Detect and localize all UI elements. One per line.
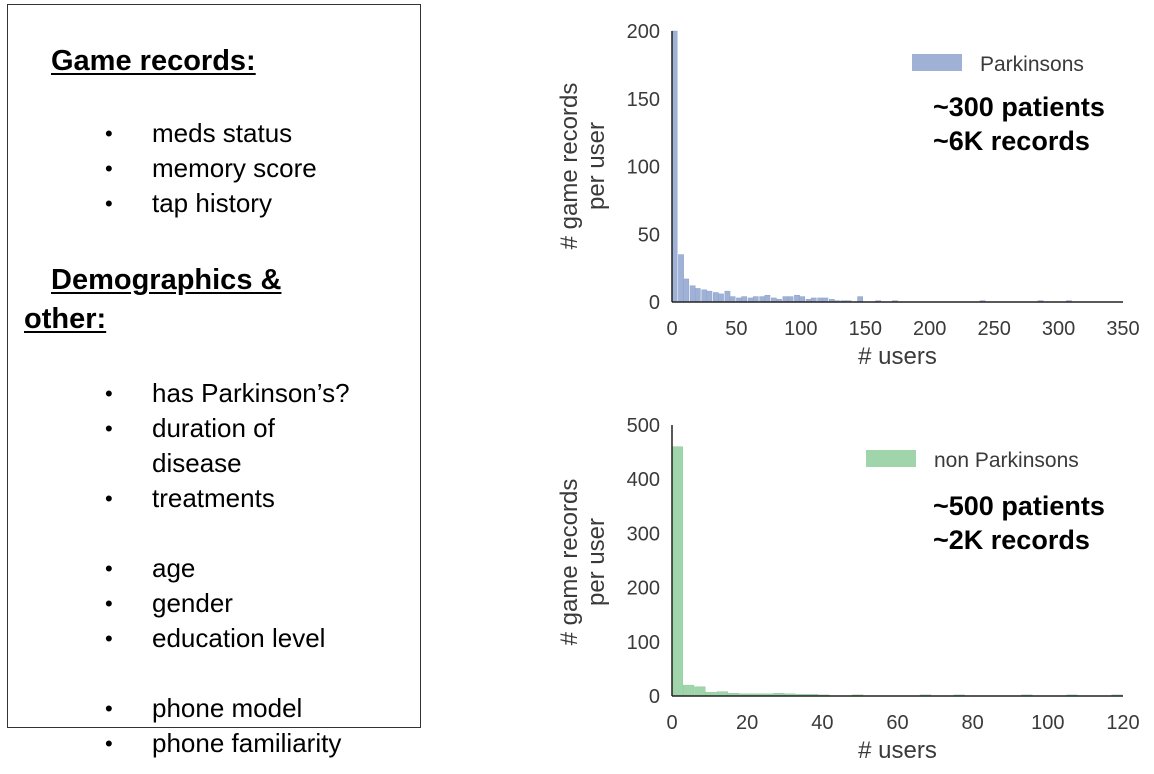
x-tick-label: 40 <box>811 712 833 734</box>
bullet-icon: • <box>105 381 113 406</box>
histogram-bar <box>787 296 794 303</box>
y-axis-label: per user <box>583 122 610 210</box>
histogram-bar <box>764 294 771 303</box>
y-tick-label: 200 <box>627 21 660 43</box>
list-item-label: has Parkinson’s? <box>152 378 350 408</box>
y-tick-label: 100 <box>627 632 660 654</box>
x-tick-label: 20 <box>736 712 758 734</box>
histogram-bar <box>694 686 706 697</box>
legend-label: non Parkinsons <box>934 449 1079 472</box>
y-tick-label: 400 <box>627 469 660 491</box>
bullet-icon: • <box>105 591 113 616</box>
y-axis-label: per user <box>583 518 610 606</box>
game-records-heading: Game records: <box>51 45 256 77</box>
bullet-icon: • <box>105 556 113 581</box>
x-tick-label: 100 <box>784 318 817 340</box>
x-tick-label: 0 <box>666 712 677 734</box>
x-tick-label: 200 <box>913 318 946 340</box>
annotation-text: ~500 patients <box>933 491 1105 521</box>
list-item-label: phone model <box>152 693 303 723</box>
bullet-icon: • <box>105 696 113 721</box>
bullet-icon: • <box>105 191 113 216</box>
bullet-icon: • <box>105 731 113 756</box>
legend-label: Parkinsons <box>980 53 1084 76</box>
histogram-bar <box>706 290 713 303</box>
bullet-icon: • <box>105 156 113 181</box>
bullet-icon: • <box>105 486 113 511</box>
histogram-bar <box>759 296 766 303</box>
x-tick-label: 120 <box>1106 712 1139 734</box>
list-item-label: duration of <box>152 413 275 443</box>
histogram-bar <box>718 293 724 303</box>
histogram-bar <box>683 684 695 697</box>
list-item-label: memory score <box>152 153 317 183</box>
x-axis-label: # users <box>858 343 937 370</box>
list-item-label: age <box>152 553 196 583</box>
histogram-bar <box>671 30 678 303</box>
y-tick-label: 200 <box>627 578 660 600</box>
list-item-label: tap history <box>152 188 272 218</box>
list-item-label: gender <box>152 588 233 618</box>
demographics-heading-line1: Demographics & <box>51 264 282 296</box>
histogram-bar <box>752 296 759 303</box>
y-tick-label: 0 <box>649 292 660 314</box>
annotation-text: ~6K records <box>933 126 1090 156</box>
x-tick-label: 60 <box>886 712 908 734</box>
list-item-label: meds status <box>152 118 293 148</box>
y-tick-label: 100 <box>627 157 660 179</box>
histogram-bar <box>741 296 748 303</box>
parkinsons-histogram: 0 50 100 150 200 250 300 350 0 50 100 150 200 # users… <box>556 21 1140 370</box>
y-axis-label: # game records <box>556 83 583 250</box>
list-item-label: education level <box>152 623 326 653</box>
histogram-bar <box>712 292 719 303</box>
list-item-label: treatments <box>152 483 275 513</box>
x-tick-label: 80 <box>962 712 984 734</box>
histogram-bar <box>794 294 800 303</box>
histogram-bar <box>724 290 731 303</box>
histogram-bar <box>694 288 701 303</box>
histogram-bar <box>683 278 690 303</box>
list-item-label: disease <box>152 448 242 478</box>
legend-swatch <box>866 450 916 467</box>
y-axis-label: # game records <box>556 479 583 646</box>
histogram-bar <box>782 296 789 303</box>
histogram-bar <box>689 285 696 303</box>
y-tick-label: 300 <box>627 523 660 545</box>
x-axis-label: # users <box>858 737 937 764</box>
y-tick-label: 0 <box>649 686 660 708</box>
bullet-icon: • <box>105 626 113 651</box>
y-tick-label: 50 <box>638 224 660 246</box>
histogram-bar <box>701 289 708 303</box>
histogram-bar <box>857 296 864 303</box>
annotation-text: ~2K records <box>933 525 1090 555</box>
x-tick-label: 250 <box>977 318 1010 340</box>
y-tick-label: 150 <box>627 89 660 111</box>
histogram-bar <box>729 296 736 303</box>
demographics-heading-line2: other: <box>24 303 107 335</box>
histogram-bar <box>671 446 683 697</box>
x-tick-label: 300 <box>1042 318 1075 340</box>
list-item-label: phone familiarity <box>152 728 342 758</box>
x-tick-label: 100 <box>1031 712 1064 734</box>
annotation-text: ~300 patients <box>933 92 1105 122</box>
non-parkinsons-histogram: 0 20 40 60 80 100 120 0 100 200 300 400 500 # users # … <box>556 415 1140 764</box>
bullet-icon: • <box>105 416 113 441</box>
x-tick-label: 50 <box>725 318 747 340</box>
histogram-bar <box>678 254 684 303</box>
x-tick-label: 0 <box>666 318 677 340</box>
y-tick-label: 500 <box>627 415 660 437</box>
x-tick-label: 150 <box>849 318 882 340</box>
bullet-icon: • <box>105 121 113 146</box>
legend-swatch <box>912 54 962 71</box>
x-tick-label: 350 <box>1106 318 1139 340</box>
histogram-bar <box>799 296 806 303</box>
info-panel: Game records: • meds status • memory score •… <box>7 4 421 758</box>
